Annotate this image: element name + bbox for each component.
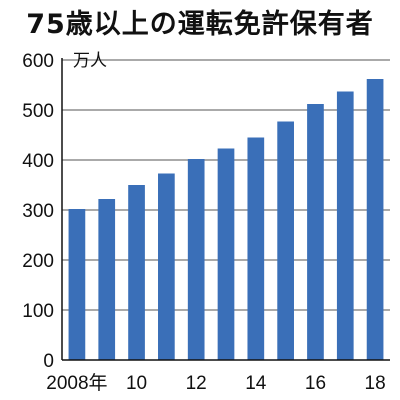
bar [307, 104, 324, 360]
y-tick-label: 100 [22, 301, 54, 322]
bar [366, 79, 384, 360]
bar [217, 148, 235, 360]
y-tick-label: 0 [43, 351, 54, 372]
bar [187, 159, 205, 360]
bar [277, 121, 294, 360]
bar [98, 199, 116, 360]
axes: 0 100 200 300 400 500 600 2008年 10 12 14 16 18 [22, 51, 390, 394]
bar [68, 209, 86, 360]
y-tick-label: 500 [22, 101, 54, 122]
bars [68, 79, 384, 360]
y-tick-label: 300 [22, 201, 54, 222]
bar [128, 185, 145, 360]
x-tick-label: 2008年 [46, 372, 107, 394]
y-tick-label: 400 [22, 151, 54, 172]
x-tick-label: 14 [245, 373, 267, 394]
bar [158, 173, 175, 360]
x-tick-label: 10 [126, 373, 147, 394]
x-tick-label: 16 [305, 373, 326, 394]
bar [336, 91, 354, 360]
chart-title: 75歳以上の運転免許保有者 [26, 9, 374, 40]
y-unit-label: 万人 [73, 51, 107, 70]
y-tick-label: 600 [22, 51, 54, 72]
y-tick-label: 200 [22, 251, 54, 272]
x-tick-label: 12 [186, 373, 207, 394]
x-tick-label: 18 [365, 373, 386, 394]
bar [247, 137, 265, 360]
